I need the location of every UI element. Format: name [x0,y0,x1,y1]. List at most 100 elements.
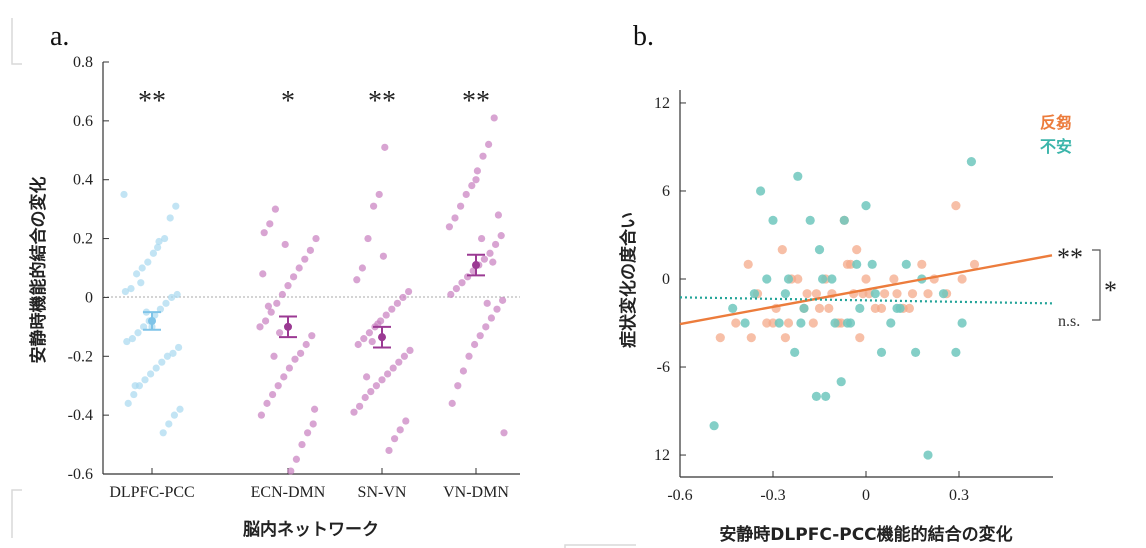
data-point [471,340,479,349]
data-point [969,259,980,269]
data-point [154,243,162,251]
data-point [901,259,911,269]
data-point [715,333,725,343]
data-point [363,373,371,381]
data-point [904,303,915,313]
data-point [824,303,834,313]
data-point [447,290,455,299]
data-point [836,377,846,387]
data-point [855,303,865,313]
data-point [830,318,840,328]
data-point [468,182,476,190]
data-point [162,299,170,307]
data-point [774,318,784,328]
y-tick-label: -0.2 [68,348,93,365]
data-point [480,255,488,263]
data-point [365,329,373,337]
data-point [783,318,794,328]
data-point [458,279,466,287]
data-point [490,114,498,122]
data-point [790,347,800,357]
data-point [147,370,155,378]
data-point [861,201,871,211]
data-point [396,426,404,434]
data-point [356,402,364,410]
data-point [140,323,148,331]
data-point [375,190,383,199]
data-point [805,215,815,225]
y-tick-label: 0 [662,271,670,288]
data-point [494,211,502,219]
data-point [285,364,293,372]
panel-a-y-ticks: 0.8 0.6 0.4 0.2 0 -0.2 -0.4 -0.6 [68,54,109,483]
data-point [161,234,169,243]
data-point [743,259,753,269]
data-point [473,167,481,175]
data-point [368,337,376,346]
x-tick-label: -0.6 [667,487,692,504]
data-point [402,417,410,425]
data-point [740,318,750,328]
data-point [169,349,177,357]
y-tick-label: 0 [85,289,93,306]
data-point [385,446,393,455]
data-point [309,420,317,428]
data-point [482,323,490,331]
data-point [951,347,961,357]
data-point [134,329,142,337]
data-point [852,245,862,255]
data-point [892,303,902,313]
panel-b-annotations: ** n.s. * [1057,243,1117,330]
data-point [479,152,487,160]
data-point [270,352,278,360]
data-point [811,391,822,401]
data-point [264,302,272,310]
data-point [731,318,741,328]
panel-a-significance: ** * ** ** [138,86,490,117]
data-point [465,352,473,360]
data-point [476,332,484,340]
data-point [298,440,306,449]
data-point [811,289,822,299]
data-point [364,234,372,243]
significance-marker: * [281,86,295,117]
data-point [923,450,933,460]
data-point [762,274,772,284]
data-point [876,303,887,313]
data-point [783,274,794,284]
data-point [284,282,292,290]
data-point [880,289,890,299]
data-point [842,318,853,328]
data-point [155,237,163,246]
data-point [166,214,174,222]
x-tick-label: ECN-DMN [251,484,326,501]
data-point [400,352,408,360]
data-point [149,249,157,257]
data-point [137,279,145,287]
data-point [799,303,809,313]
y-tick-label: 0.6 [73,113,93,130]
data-point [168,293,176,302]
data-point [821,391,831,401]
data-point [451,214,459,222]
data-point [306,246,314,254]
data-point [276,329,284,337]
data-point [304,429,312,437]
data-point [133,270,141,278]
legend-entry-rumination: 反芻 [1040,113,1072,132]
significance-marker: ** [138,86,166,117]
data-point [464,273,472,281]
data-point [127,285,135,293]
data-point [123,337,131,346]
panel-a: a. 安静時機能的結合の変化 脳内ネットワーク 0.8 0.6 0.4 0.2 0 -0.… [28,21,520,540]
data-point [263,399,271,407]
data-point [923,289,933,299]
panel-b-label: b. [633,21,654,52]
data-point [485,140,493,148]
data-point [312,234,320,243]
data-point [358,264,366,272]
data-point [709,421,719,431]
data-point [487,314,495,322]
data-point [292,455,300,463]
data-point [273,299,281,307]
